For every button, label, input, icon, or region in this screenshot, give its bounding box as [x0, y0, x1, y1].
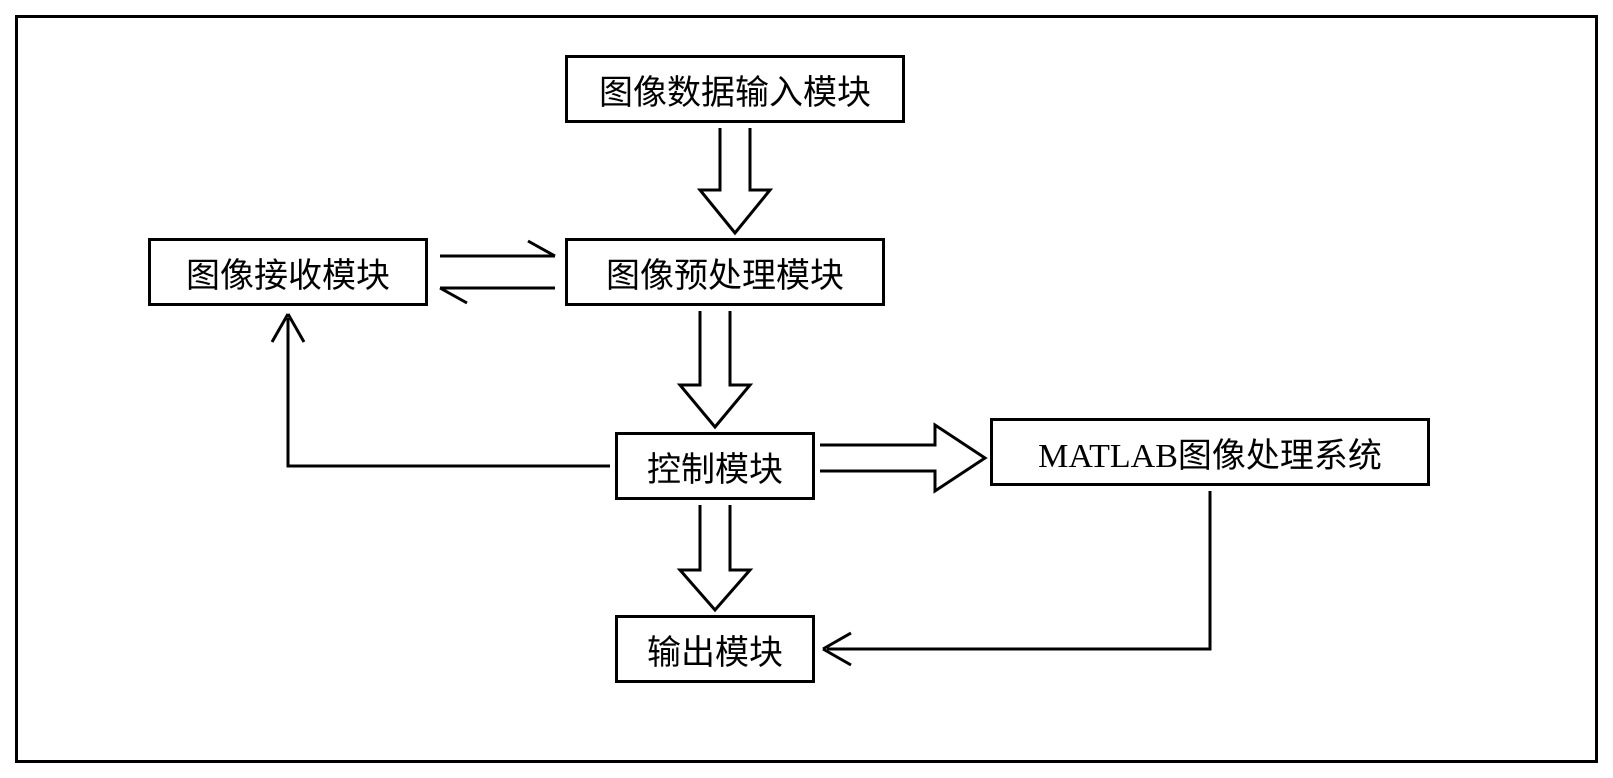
- node-receive-label: 图像接收模块: [186, 248, 390, 297]
- node-control: 控制模块: [615, 432, 815, 500]
- node-matlab-label: MATLAB图像处理系统: [1038, 428, 1382, 477]
- node-matlab: MATLAB图像处理系统: [990, 418, 1430, 486]
- node-output-label: 输出模块: [647, 625, 783, 674]
- node-output: 输出模块: [615, 615, 815, 683]
- node-control-label: 控制模块: [647, 442, 783, 491]
- node-input: 图像数据输入模块: [565, 55, 905, 123]
- node-receive: 图像接收模块: [148, 238, 428, 306]
- node-input-label: 图像数据输入模块: [599, 65, 871, 114]
- node-preprocess-label: 图像预处理模块: [606, 248, 844, 297]
- node-preprocess: 图像预处理模块: [565, 238, 885, 306]
